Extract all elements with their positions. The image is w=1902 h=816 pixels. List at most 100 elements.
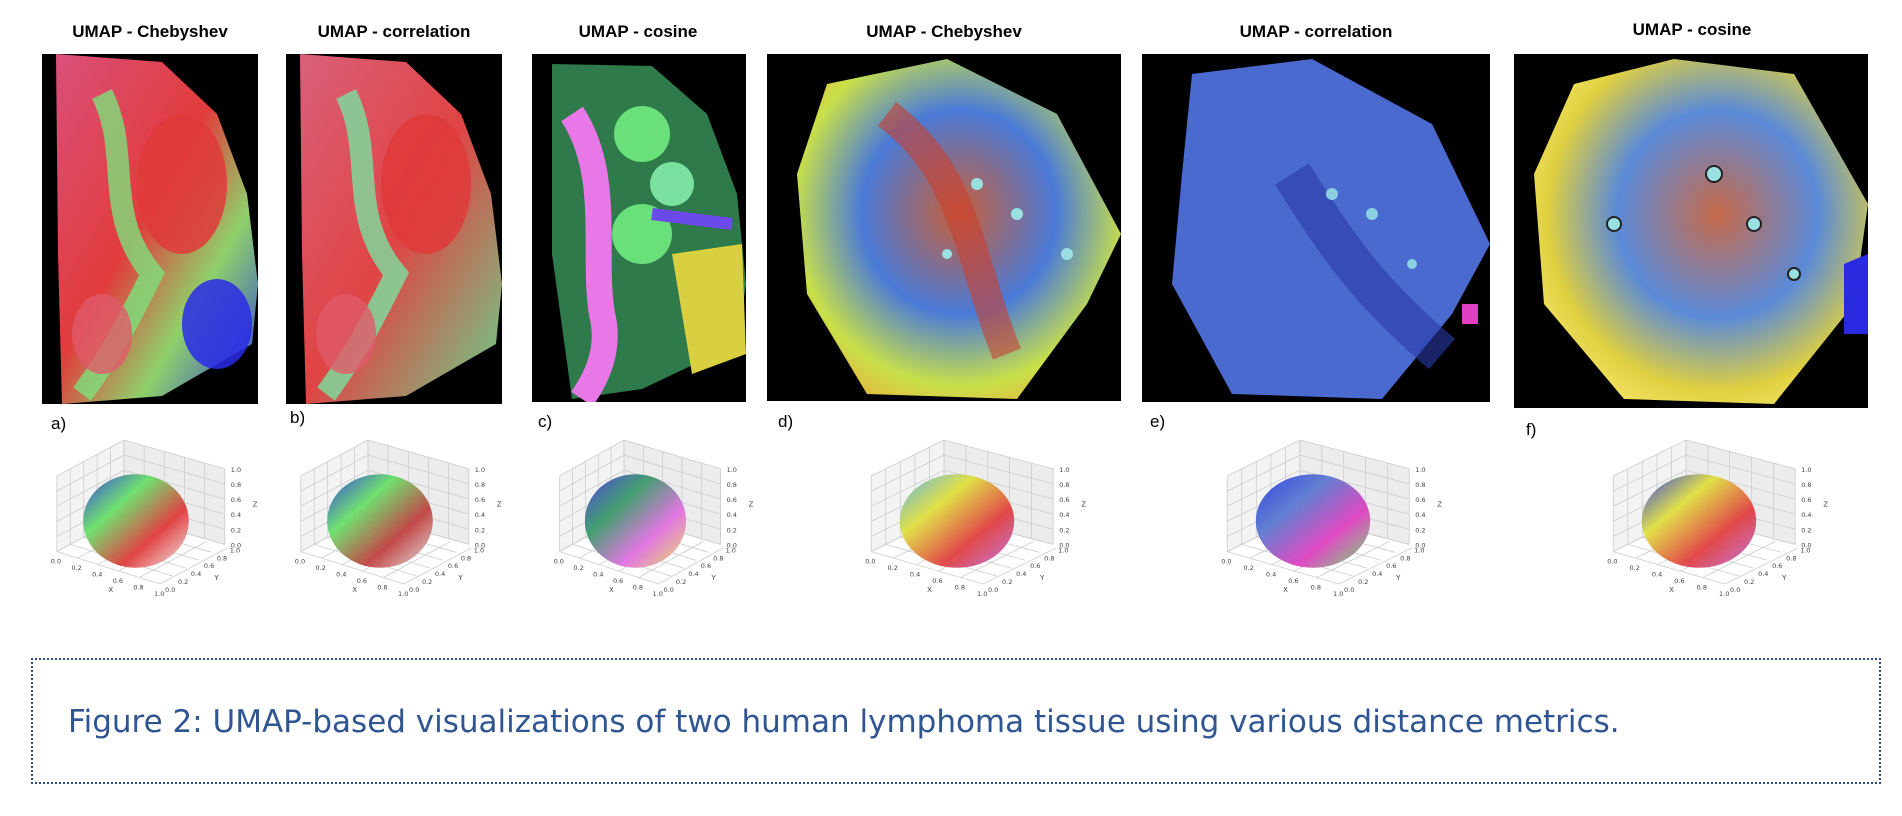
plot-grid-line — [943, 440, 1054, 470]
z-axis-label: Z — [497, 501, 502, 509]
panel-a-label: a) — [51, 414, 67, 433]
panel-d-tissue-image — [767, 54, 1121, 401]
x-axis-label: X — [1669, 586, 1674, 594]
y-tick-label: 0.8 — [1400, 554, 1410, 562]
panel-a-tissue-image — [42, 54, 258, 404]
z-tick-label: 1.0 — [1415, 466, 1425, 474]
z-tick-label: 0.2 — [475, 526, 485, 534]
point-cloud — [83, 474, 189, 568]
umap-3d-scatter-e: 0.0 0.0 0.0 0.2 0.2 0.2 0.4 0.4 0.4 0.6 0.6 0.6 0.8 0… — [1221, 440, 1442, 598]
z-tick-label: 0.4 — [1059, 511, 1069, 519]
x-tick-label: 0.6 — [932, 577, 942, 585]
z-tick-label: 0.6 — [1801, 496, 1811, 504]
panel-d-title: UMAP - Chebyshev — [866, 22, 1022, 41]
y-tick-label: 0.0 — [664, 586, 674, 594]
y-tick-label: 0.0 — [1344, 586, 1354, 594]
panel-a-title: UMAP - Chebyshev — [72, 22, 228, 41]
z-tick-label: 0.0 — [1801, 541, 1811, 549]
x-tick-label: 1.0 — [977, 590, 987, 598]
y-tick-label: 0.2 — [1358, 578, 1368, 586]
plot-grid-line — [871, 440, 945, 477]
x-tick-label: 0.2 — [1630, 564, 1640, 572]
z-tick-label: 0.8 — [1059, 481, 1069, 489]
plot-grid-line — [56, 454, 125, 492]
panel-c-title: UMAP - cosine — [578, 22, 698, 41]
y-tick-label: 0.6 — [1030, 562, 1040, 570]
z-tick-label: 0.2 — [231, 526, 241, 534]
plot-grid-line — [123, 440, 225, 470]
x-tick-label: 0.4 — [336, 571, 346, 579]
y-tick-label: 0.2 — [422, 578, 432, 586]
x-tick-label: 0.2 — [315, 564, 325, 572]
plot-grid-line — [1613, 440, 1687, 477]
y-tick-label: 0.6 — [1772, 562, 1782, 570]
z-tick-label: 0.4 — [727, 511, 737, 519]
panel-f-tissue-image — [1514, 54, 1868, 408]
z-tick-label: 0.0 — [1415, 541, 1425, 549]
z-tick-label: 1.0 — [231, 466, 241, 474]
y-tick-label: 0.6 — [1386, 562, 1396, 570]
point-cloud — [327, 474, 433, 568]
plot-grid-line — [1613, 469, 1687, 507]
plot-grid-line — [943, 454, 1054, 485]
z-tick-label: 0.2 — [1415, 526, 1425, 534]
y-tick-label: 1.0 — [230, 546, 240, 554]
x-tick-label: 0.2 — [573, 564, 583, 572]
x-tick-label: 1.0 — [1719, 590, 1729, 598]
y-tick-label: 0.4 — [688, 570, 698, 578]
x-tick-label: 0.4 — [1652, 571, 1662, 579]
y-tick-label: 0.6 — [204, 562, 214, 570]
plot-grid-line — [871, 454, 945, 492]
x-tick-label: 0.6 — [1674, 577, 1684, 585]
z-tick-label: 0.8 — [231, 481, 241, 489]
x-tick-label: 1.0 — [398, 590, 408, 598]
plot-grid-line — [403, 547, 472, 585]
x-axis-label: X — [108, 586, 113, 594]
y-tick-label: 0.6 — [448, 562, 458, 570]
z-tick-label: 0.6 — [1415, 496, 1425, 504]
plot-grid-line — [367, 454, 469, 485]
x-axis-label: X — [927, 586, 932, 594]
z-tick-label: 0.8 — [727, 481, 737, 489]
x-tick-label: 0.4 — [92, 571, 102, 579]
plot-grid-line — [56, 551, 161, 585]
x-tick-label: 0.6 — [613, 577, 623, 585]
panel-c-tissue-image — [532, 54, 746, 402]
plot-grid-line — [123, 454, 225, 485]
y-tick-label: 0.2 — [1744, 578, 1754, 586]
x-tick-label: 0.4 — [1266, 571, 1276, 579]
point-cloud — [584, 474, 687, 568]
y-tick-label: 1.0 — [1414, 546, 1424, 554]
plot-grid-line — [559, 469, 625, 507]
y-tick-label: 0.8 — [1786, 554, 1796, 562]
z-tick-label: 0.6 — [1059, 496, 1069, 504]
plot-grid-line — [871, 551, 984, 585]
y-tick-label: 0.8 — [713, 554, 723, 562]
z-tick-label: 1.0 — [1059, 466, 1069, 474]
panel-f-label: f) — [1526, 420, 1537, 439]
y-tick-label: 1.0 — [1800, 546, 1810, 554]
z-tick-label: 0.0 — [231, 541, 241, 549]
plot-grid-line — [367, 440, 469, 470]
z-tick-label: 0.2 — [1801, 526, 1811, 534]
y-tick-label: 0.2 — [1002, 578, 1012, 586]
y-axis-label: Y — [213, 574, 219, 582]
x-tick-label: 0.0 — [554, 558, 564, 566]
z-axis-label: Z — [749, 501, 754, 509]
z-tick-label: 0.8 — [475, 481, 485, 489]
y-tick-label: 0.4 — [1758, 570, 1768, 578]
x-axis-label: X — [352, 586, 357, 594]
y-tick-label: 0.2 — [178, 578, 188, 586]
x-tick-label: 0.0 — [295, 558, 305, 566]
umap-3d-scatter-c: 0.00.00.00.20.20.20.4 0.40.40.60.60.60.80… — [554, 440, 754, 598]
y-tick-label: 0.4 — [191, 570, 201, 578]
y-tick-label: 1.0 — [1058, 546, 1068, 554]
z-tick-label: 0.4 — [231, 511, 241, 519]
panel-c-label: c) — [538, 412, 553, 431]
plot-grid-line — [56, 469, 125, 507]
panel-e-label: e) — [1150, 412, 1166, 431]
x-tick-label: 0.6 — [357, 577, 367, 585]
x-tick-label: 0.8 — [1697, 584, 1707, 592]
plot-grid-line — [559, 454, 625, 492]
point-cloud — [899, 474, 1015, 568]
